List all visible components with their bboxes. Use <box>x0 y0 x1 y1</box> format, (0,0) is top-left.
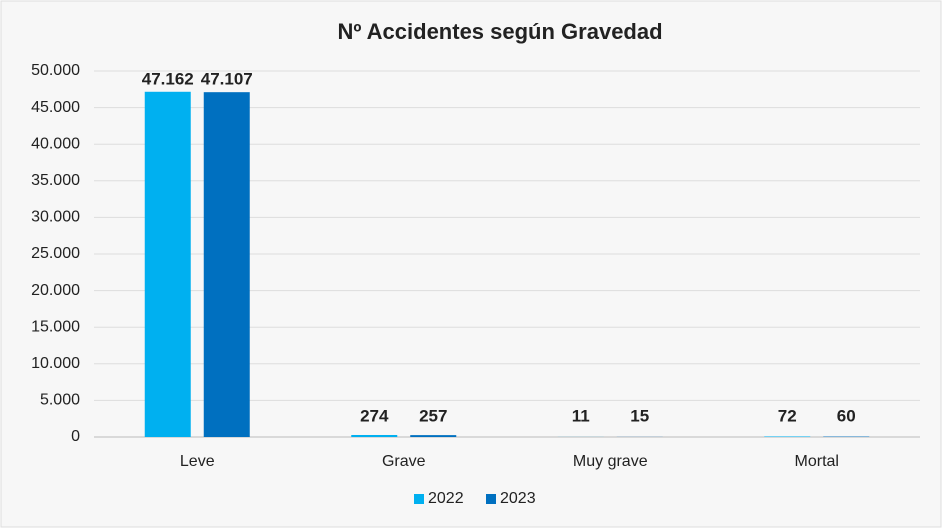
y-tick-label: 35.000 <box>31 172 80 189</box>
x-tick-label: Grave <box>382 453 426 470</box>
bar <box>144 91 191 437</box>
legend-swatch <box>414 494 424 504</box>
y-tick-label: 40.000 <box>31 135 80 152</box>
value-label: 47.107 <box>201 70 253 89</box>
y-tick-label: 30.000 <box>31 209 80 226</box>
y-tick-label: 45.000 <box>31 99 80 116</box>
legend-label: 2022 <box>428 490 464 507</box>
value-label: 15 <box>630 406 649 425</box>
bar <box>203 92 250 437</box>
bar <box>410 435 457 437</box>
y-tick-label: 15.000 <box>31 318 80 335</box>
chart-title: Nº Accidentes según Gravedad <box>337 19 662 44</box>
legend-label: 2023 <box>500 490 536 507</box>
value-label: 72 <box>778 406 797 425</box>
bar <box>764 436 811 437</box>
legend-swatch <box>486 494 496 504</box>
y-tick-label: 5.000 <box>40 392 80 409</box>
y-tick-label: 50.000 <box>31 62 80 79</box>
x-tick-label: Muy grave <box>573 453 648 470</box>
y-tick-label: 0 <box>71 428 80 445</box>
value-label: 47.162 <box>142 69 194 88</box>
value-label: 257 <box>419 406 447 425</box>
x-tick-label: Leve <box>180 453 215 470</box>
y-tick-label: 20.000 <box>31 282 80 299</box>
bar <box>351 434 398 437</box>
value-label: 274 <box>360 406 389 425</box>
y-tick-label: 25.000 <box>31 245 80 262</box>
x-tick-label: Mortal <box>795 453 839 470</box>
value-label: 60 <box>837 406 856 425</box>
value-label: 11 <box>572 406 590 425</box>
y-tick-label: 10.000 <box>31 355 80 372</box>
